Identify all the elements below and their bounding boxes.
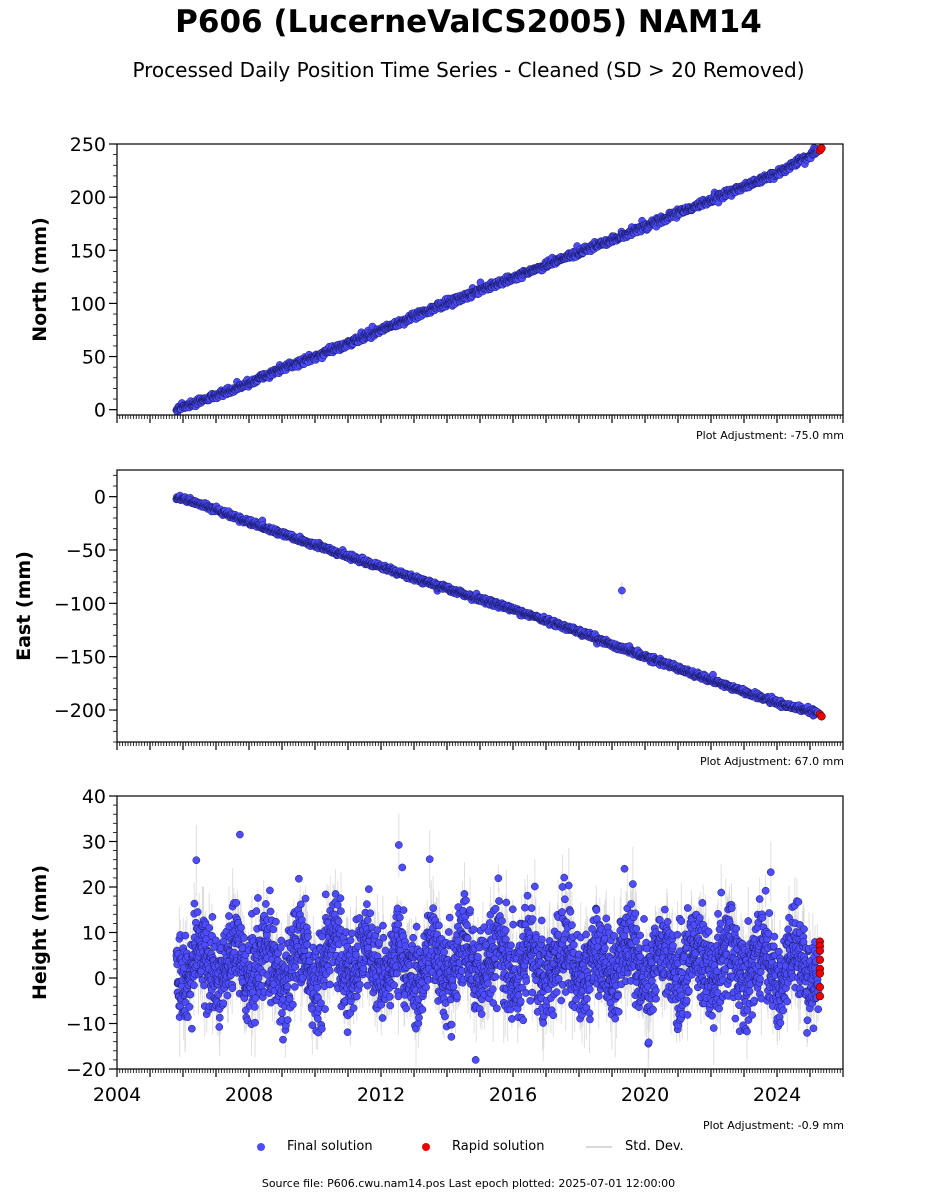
chart-subtitle: Processed Daily Position Time Series - C…	[132, 58, 805, 82]
chart-title: P606 (LucerneValCS2005) NAM14	[175, 4, 762, 40]
y-tick-label: 250	[70, 134, 106, 156]
y-tick-label: 50	[82, 347, 106, 369]
rapid-point	[817, 144, 826, 153]
plot-area-1	[172, 491, 826, 721]
y-axis-label: North (mm)	[29, 217, 51, 342]
y-tick-label: 100	[70, 293, 106, 315]
y-tick-label: 150	[70, 240, 106, 262]
y-tick-label: 0	[94, 400, 106, 422]
plot-area-0	[172, 144, 826, 415]
panel-0: 0 50 100 150 200 250 North (mm)	[29, 134, 844, 423]
rapid-point	[817, 712, 826, 721]
outlier-point	[618, 586, 626, 595]
y-tick-label: 200	[70, 187, 106, 209]
